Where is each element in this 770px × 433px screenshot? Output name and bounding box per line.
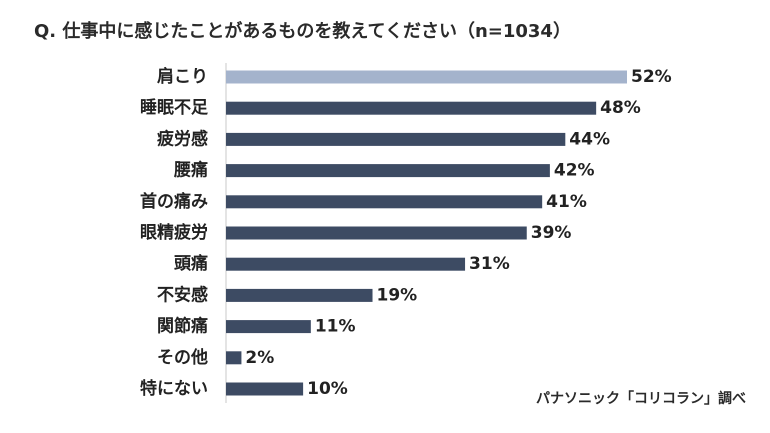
value-label: 52% [631,67,672,87]
value-label: 2% [245,348,274,368]
bar [226,226,527,240]
value-label: 41% [546,192,587,212]
category-label: 睡眠不足 [140,97,208,118]
value-label: 10% [307,379,348,399]
bar [226,351,242,365]
value-label: 42% [554,161,595,181]
bar [226,257,466,271]
category-label: 首の痛み [140,191,208,212]
category-label: 関節痛 [157,316,208,337]
source-note: パナソニック「コリコラン」調べ [536,391,746,407]
value-label: 39% [531,223,572,243]
value-label: 11% [315,317,356,337]
bar [226,164,550,178]
category-label: 特にない [140,378,208,399]
category-label: 疲労感 [157,128,208,149]
category-label: 腰痛 [174,160,208,181]
bar [226,382,304,396]
value-label: 48% [600,98,641,118]
bar [226,132,566,146]
category-label: 不安感 [157,284,208,305]
category-label: 眼精疲労 [140,222,208,243]
bar [226,320,311,334]
bar [226,195,543,209]
value-label: 31% [469,254,510,274]
category-label: 頭痛 [174,253,208,274]
chart-title: Q. 仕事中に感じたことがあるものを教えてください（n=1034） [34,21,571,42]
value-label: 44% [569,129,610,149]
value-label: 19% [377,285,418,305]
bar [226,101,597,115]
bar [226,70,627,84]
category-label: その他 [157,347,208,368]
category-label: 肩こり [157,66,208,87]
bar [226,288,373,302]
